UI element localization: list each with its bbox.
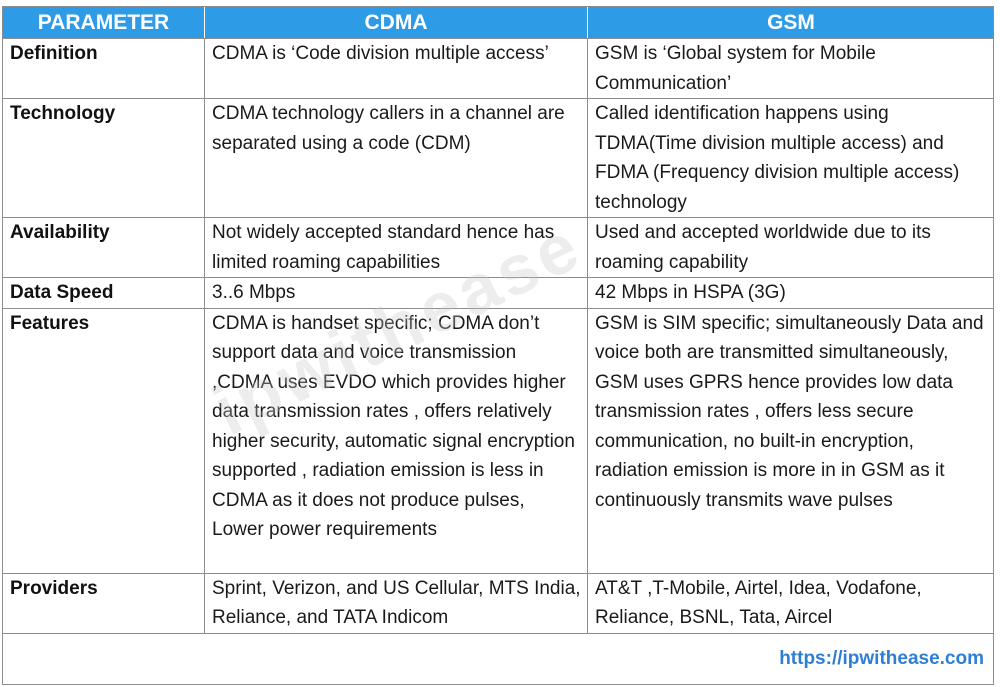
- parameter-name: Providers: [3, 572, 205, 634]
- parameter-name: Availability: [3, 217, 205, 278]
- footer-site-link[interactable]: https://ipwithease.com: [779, 648, 984, 669]
- cdma-cell: CDMA is handset specific; CDMA don’t sup…: [204, 307, 588, 574]
- gsm-cell: Used and accepted worldwide due to its r…: [587, 217, 993, 278]
- parameter-name: Definition: [3, 38, 205, 99]
- gsm-cell: Called identification happens using TDMA…: [587, 98, 993, 218]
- parameter-name: Data Speed: [3, 277, 205, 309]
- table-row-technology: Technology CDMA technology callers in a …: [3, 98, 993, 218]
- gsm-cell: 42 Mbps in HSPA (3G): [587, 277, 993, 309]
- gsm-cell: GSM is ‘Global system for Mobile Communi…: [587, 38, 993, 99]
- cdma-cell: Sprint, Verizon, and US Cellular, MTS In…: [204, 572, 588, 634]
- parameter-name: Technology: [3, 98, 205, 218]
- gsm-cell: AT&T ,T-Mobile, Airtel, Idea, Vodafone, …: [587, 572, 993, 634]
- table-header-row: PARAMETER CDMA GSM: [3, 7, 993, 39]
- gsm-cell: GSM is SIM specific; simultaneously Data…: [587, 307, 993, 574]
- table-row-availability: Availability Not widely accepted standar…: [3, 217, 993, 278]
- cdma-cell: 3..6 Mbps: [204, 277, 588, 309]
- cdma-cell: CDMA is ‘Code division multiple access’: [204, 38, 588, 99]
- table-row-data-speed: Data Speed 3..6 Mbps 42 Mbps in HSPA (3G…: [3, 277, 993, 309]
- header-cdma: CDMA: [204, 7, 588, 39]
- comparison-table: PARAMETER CDMA GSM Definition CDMA is ‘C…: [3, 7, 993, 634]
- cdma-cell: Not widely accepted standard hence has l…: [204, 217, 588, 278]
- table-row-definition: Definition CDMA is ‘Code division multip…: [3, 38, 993, 99]
- header-gsm: GSM: [587, 7, 993, 39]
- header-parameter: PARAMETER: [3, 7, 205, 39]
- comparison-table-frame: PARAMETER CDMA GSM Definition CDMA is ‘C…: [2, 6, 994, 685]
- table-row-features: Features CDMA is handset specific; CDMA …: [3, 307, 993, 574]
- parameter-name: Features: [3, 307, 205, 574]
- cdma-cell: CDMA technology callers in a channel are…: [204, 98, 588, 218]
- table-row-providers: Providers Sprint, Verizon, and US Cellul…: [3, 572, 993, 634]
